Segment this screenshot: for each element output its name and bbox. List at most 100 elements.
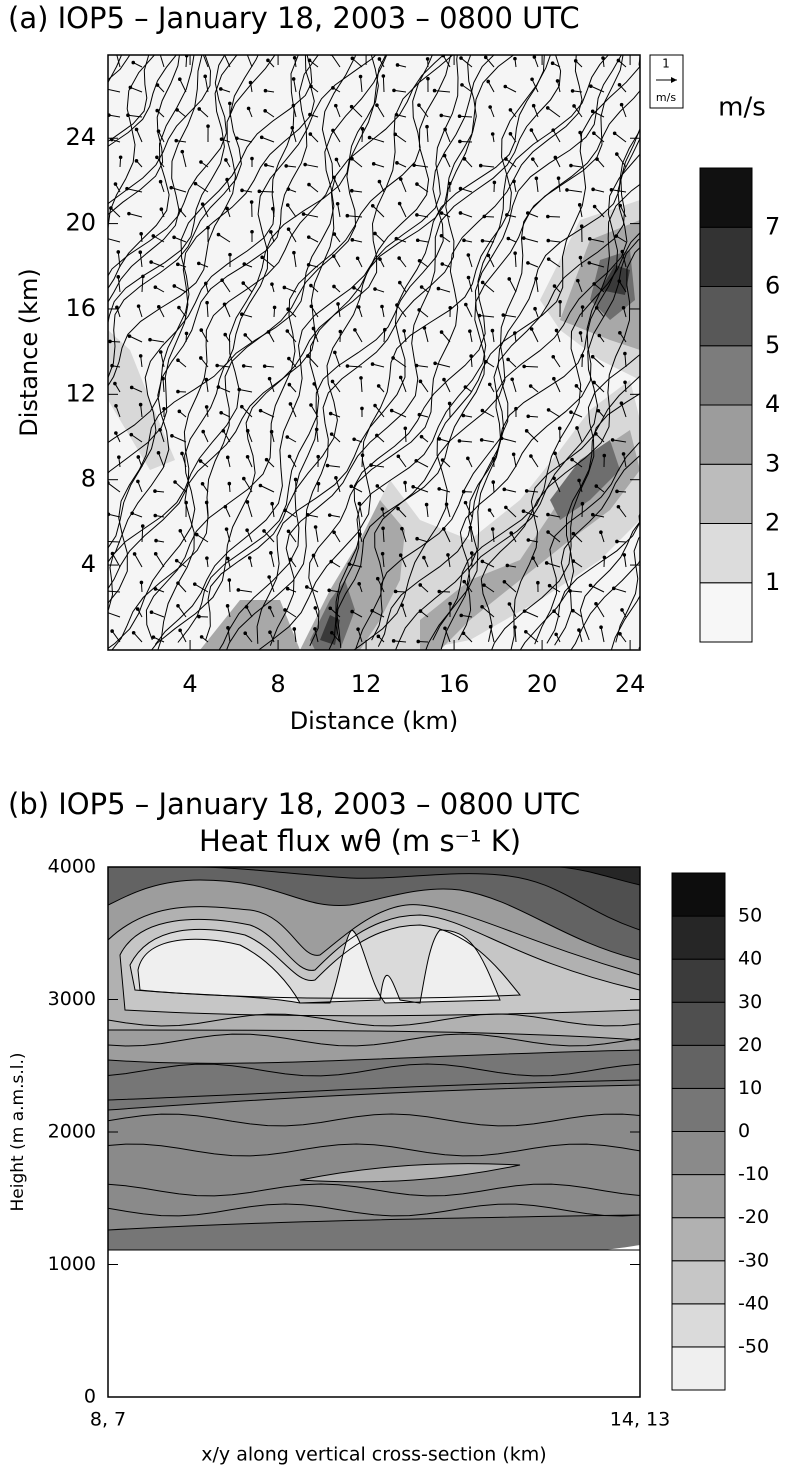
wind-vector [442, 55, 451, 68]
wind-vector [553, 478, 561, 493]
wind-vector-head [199, 635, 204, 639]
wind-vector-head [588, 583, 593, 588]
colorbar-swatch [699, 404, 753, 465]
wind-vector [443, 379, 451, 393]
contour-line [336, 55, 622, 648]
wind-vector-head [522, 364, 526, 369]
wind-vector-head [267, 575, 271, 579]
contour-line [108, 1203, 640, 1217]
wind-vector [227, 605, 231, 618]
wind-vector-head [484, 359, 488, 364]
contour-line [377, 127, 640, 647]
wind-vector-head [458, 186, 463, 191]
wind-vector-head [623, 380, 627, 385]
wind-vector-head [330, 630, 334, 635]
wind-vector-head [178, 528, 183, 533]
wind-vector [179, 79, 187, 93]
colorbar-label: 2 [765, 509, 780, 537]
wind-vector-head [349, 104, 354, 109]
wind-vector-head [247, 556, 252, 560]
wind-vector-head [443, 127, 447, 132]
wind-vector-head [463, 385, 468, 389]
wind-vector-head [546, 530, 550, 534]
wind-vector-head [529, 454, 533, 458]
wind-vector [115, 405, 121, 418]
wind-vector [619, 205, 627, 218]
wind-vector-head [108, 339, 112, 344]
wind-vector-head [316, 481, 321, 486]
wind-vector-head [597, 333, 602, 338]
wind-vector-head [418, 583, 423, 587]
wind-vector-head [200, 481, 205, 486]
wind-vector-head [577, 628, 581, 632]
wind-vector-head [174, 558, 179, 563]
wind-vector [443, 528, 451, 543]
wind-vector [303, 213, 319, 218]
wind-vector [206, 502, 209, 518]
wind-vector [247, 456, 253, 468]
wind-vector [372, 363, 385, 368]
wind-vector-head [180, 451, 184, 456]
wind-vector [401, 528, 407, 543]
wind-vector [505, 86, 517, 93]
wind-vector [377, 578, 385, 593]
wind-vector-head [291, 103, 296, 108]
wind-vector [621, 104, 627, 118]
wind-vector-head [578, 255, 583, 260]
wind-vector [261, 136, 275, 143]
wind-vector [618, 280, 627, 293]
wind-vector-head [359, 376, 363, 380]
wind-vector-head [480, 604, 484, 609]
wind-vector-head [219, 411, 223, 415]
wind-vector [307, 355, 319, 368]
wind-vector [333, 255, 341, 268]
wind-vector-head [352, 437, 356, 442]
wind-vector [153, 235, 165, 243]
y-axis-label: Distance (km) [15, 268, 43, 437]
wind-vector-head [568, 589, 572, 593]
wind-vector-head [380, 304, 384, 309]
wind-vector-head [459, 56, 463, 60]
wind-vector [110, 207, 121, 218]
wind-vector-head [301, 212, 306, 216]
wind-vector-head [309, 304, 314, 309]
contour-line [157, 55, 445, 650]
wind-vector-head [283, 508, 287, 513]
wind-vector [481, 606, 495, 618]
wind-vector [573, 105, 583, 118]
wind-vector [572, 610, 583, 618]
shaded-area [138, 930, 500, 1003]
wind-vector-head [306, 235, 311, 239]
wind-vector [483, 584, 495, 593]
wind-vector [398, 257, 407, 268]
wind-vector-head [130, 511, 134, 516]
wind-vector-head [395, 161, 399, 165]
y-tick-label: 0 [84, 1386, 96, 1408]
colorbar-label: 7 [765, 212, 780, 240]
wind-vector-head [479, 438, 484, 442]
wind-vector [399, 203, 407, 218]
wind-vector [596, 307, 605, 318]
wind-vector-head [375, 433, 379, 438]
wind-vector-head [512, 179, 516, 184]
wind-vector-head [332, 232, 337, 236]
wind-vector-head [546, 214, 550, 219]
wind-vector [246, 606, 253, 618]
wind-vector-head [175, 262, 180, 267]
wind-vector-head [513, 331, 517, 335]
wind-vector-head [577, 478, 581, 483]
shaded-area [108, 330, 175, 470]
wind-vector-head [513, 625, 517, 629]
wind-vector-head [264, 457, 269, 462]
wind-vector-head [131, 630, 136, 635]
wind-vector-head [328, 606, 333, 611]
wind-vector [238, 589, 253, 593]
wind-vector-head [104, 590, 107, 593]
wind-vector-head [602, 453, 607, 458]
wind-vector-head [594, 601, 598, 606]
wind-vector [487, 81, 495, 93]
wind-vector [526, 490, 539, 493]
wind-vector-head [148, 337, 152, 342]
wind-vector [426, 126, 429, 143]
